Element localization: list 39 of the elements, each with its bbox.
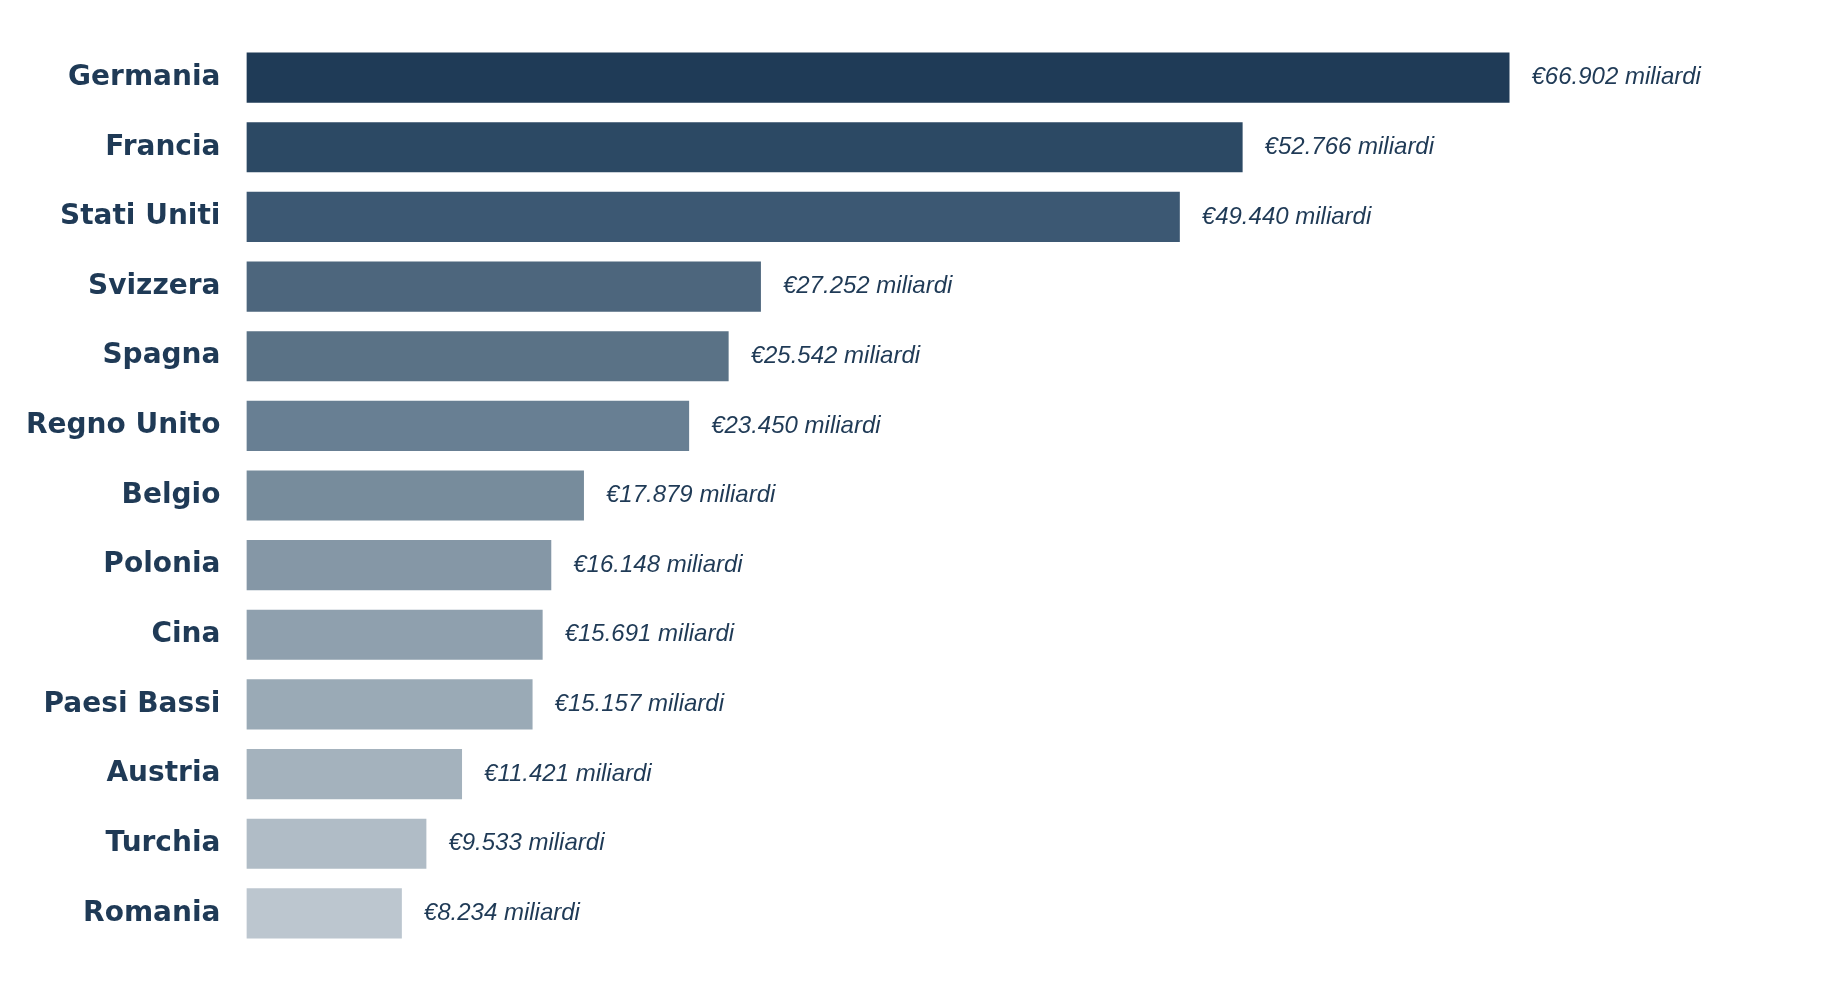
data-label: €15.691 miliardi (564, 619, 735, 647)
data-label: €49.440 miliardi (1201, 201, 1372, 229)
bar (246, 888, 402, 939)
data-label: €66.902 miliardi (1531, 62, 1702, 90)
y-tick-label: Turchia (105, 825, 221, 859)
data-label: €11.421 miliardi (484, 758, 653, 786)
y-tick-label: Romania (83, 894, 221, 928)
bar (246, 261, 761, 312)
data-label: €15.157 miliardi (554, 689, 725, 717)
bar (246, 400, 690, 451)
y-tick-label: Regno Unito (25, 407, 221, 441)
y-tick-label: Polonia (103, 546, 221, 580)
y-tick-label: Francia (105, 128, 221, 162)
bar (246, 470, 584, 521)
bar (246, 609, 543, 660)
bar (246, 818, 427, 869)
y-tick-label: Paesi Bassi (43, 685, 221, 719)
data-label: €9.533 miliardi (448, 828, 606, 856)
y-tick-label: Cina (151, 616, 221, 650)
y-tick-label: Svizzera (88, 267, 221, 301)
data-label: €23.450 miliardi (711, 410, 882, 438)
data-label: €25.542 miliardi (750, 340, 921, 368)
data-label: €27.252 miliardi (782, 271, 954, 299)
y-tick-label: Austria (106, 755, 221, 789)
bar (246, 52, 1510, 103)
y-tick-label: Stati Uniti (59, 198, 221, 232)
bar (246, 749, 463, 800)
bar (246, 191, 1180, 242)
data-label: €16.148 miliardi (573, 549, 744, 577)
bar (246, 331, 729, 382)
y-tick-label: Germania (68, 58, 221, 92)
data-label: €17.879 miliardi (605, 480, 777, 508)
data-label: €8.234 miliardi (423, 898, 581, 926)
data-label: €52.766 miliardi (1264, 131, 1435, 159)
y-tick-label: Belgio (121, 476, 221, 510)
y-tick-label: Spagna (102, 337, 221, 371)
bar (246, 122, 1243, 173)
bar (246, 540, 552, 591)
bar (246, 679, 533, 730)
